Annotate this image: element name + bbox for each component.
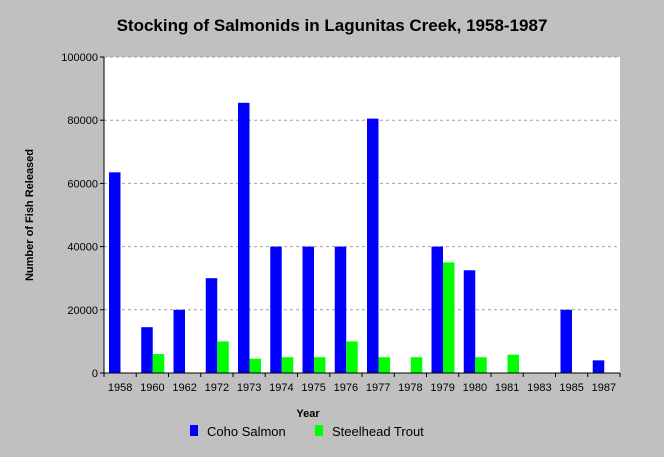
x-tick-label: 1978 [398,382,422,394]
bar-steelhead-trout [346,341,358,373]
y-tick-label: 20000 [67,305,98,317]
y-tick-label: 60000 [67,178,98,190]
bar-steelhead-trout [378,357,390,373]
x-tick-label: 1976 [334,382,358,394]
x-tick-label: 1962 [172,382,196,394]
bar-coho-salmon [334,246,347,373]
bar-coho-salmon [173,309,185,373]
legend-label: Steelhead Trout [332,424,424,439]
x-tick-label: 1981 [495,382,519,394]
bar-steelhead-trout [475,357,487,373]
x-tick-label: 1973 [237,382,261,394]
y-tick-label: 80000 [67,115,98,127]
x-tick-label: 1958 [108,382,132,394]
x-tick-label: 1985 [559,382,583,394]
bar-coho-salmon [270,246,282,373]
x-axis-ticks: 1958 1960 1962 1972 1973 1974 1975 1976 1977 1978… [103,373,621,394]
bar-steelhead-trout [410,357,423,373]
bar-coho-salmon [109,172,121,373]
bar-steelhead-trout [314,357,326,373]
bar-steelhead-trout [507,354,519,373]
bar-steelhead-trout [249,358,261,373]
legend-swatch [315,425,323,436]
bar-steelhead-trout [443,262,455,373]
x-tick-label: 1977 [366,382,390,394]
bar-coho-salmon [463,270,476,373]
x-tick-label: 1980 [463,382,487,394]
legend: Coho Salmon Steelhead Trout [190,424,424,439]
bar-coho-salmon [238,102,250,373]
x-tick-label: 1974 [269,382,293,394]
bar-coho-salmon [431,246,443,373]
bar-coho-salmon [302,246,314,373]
y-axis-ticks: 0 20000 40000 60000 80000 100000 [61,52,104,380]
x-axis-title: Year [296,408,320,420]
bar-coho-salmon [560,309,572,373]
bar-coho-salmon [205,278,218,373]
x-tick-label: 1987 [592,382,616,394]
bar-steelhead-trout [152,354,165,373]
bar-coho-salmon [367,118,379,374]
legend-swatch [190,425,198,436]
x-tick-label: 1972 [205,382,229,394]
bar-steelhead-trout [217,341,229,373]
bar-coho-salmon [141,327,153,373]
y-tick-label: 0 [92,368,98,380]
plot-area [104,57,620,373]
x-tick-label: 1960 [140,382,164,394]
grid-lines [104,56,620,311]
chart-title: Stocking of Salmonids in Lagunitas Creek… [117,16,548,35]
legend-label: Coho Salmon [207,424,286,439]
y-tick-label: 40000 [67,242,98,254]
x-tick-label: 1979 [430,382,454,394]
bar-steelhead-trout [281,357,294,373]
y-tick-label: 100000 [61,52,98,64]
y-axis-title: Number of Fish Released [24,149,36,281]
x-tick-label: 1975 [301,382,325,394]
bar-coho-salmon [592,360,605,373]
bars [109,102,605,374]
x-tick-label: 1983 [527,382,551,394]
